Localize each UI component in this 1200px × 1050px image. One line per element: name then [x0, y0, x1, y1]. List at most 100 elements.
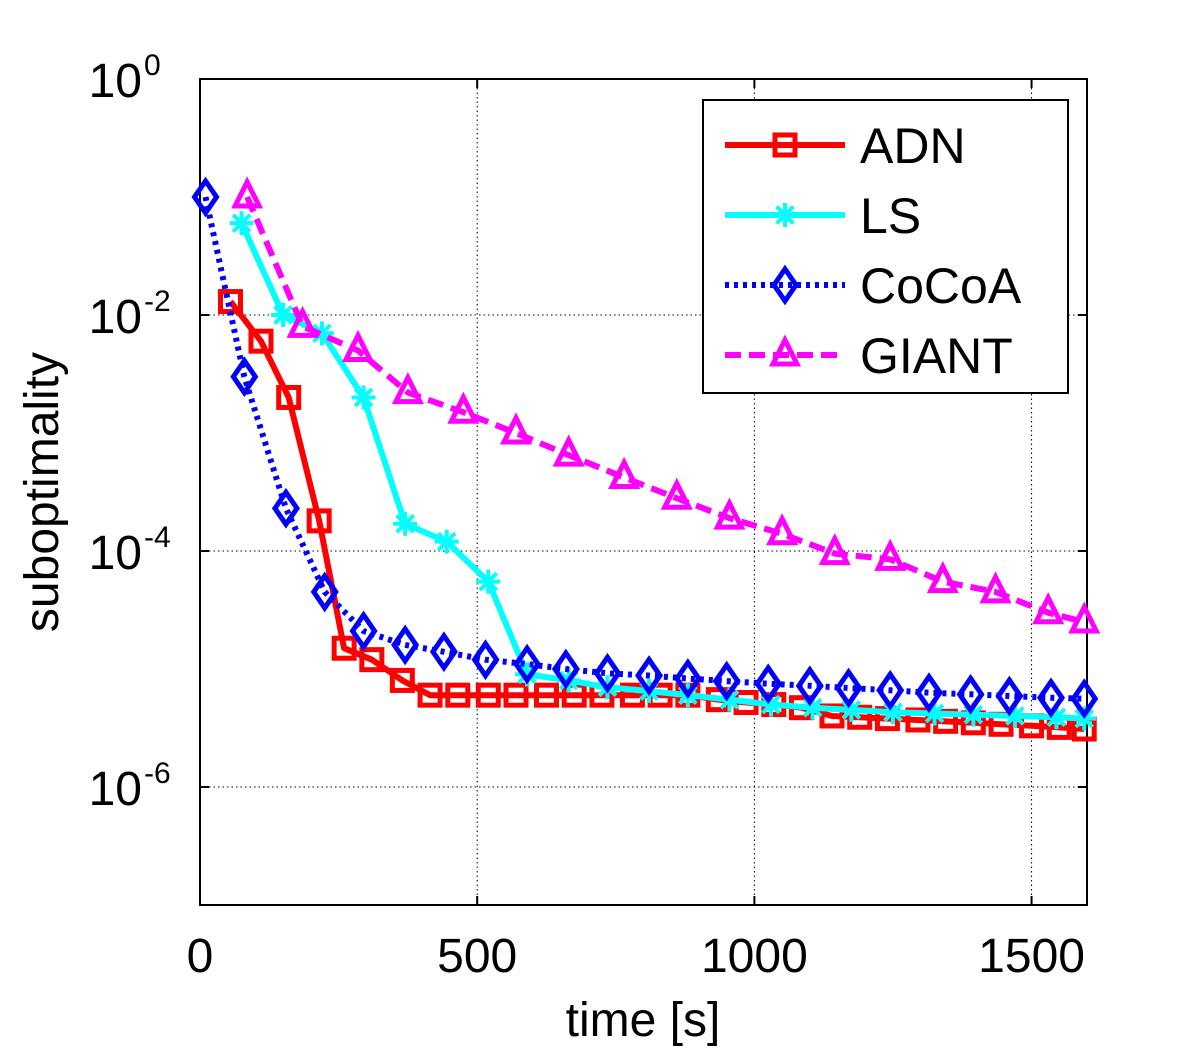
legend-label: CoCoA	[860, 258, 1022, 314]
legend-marker	[768, 334, 802, 367]
data-point-giant	[926, 561, 959, 594]
series-cocoa	[191, 176, 1099, 720]
plot-area	[199, 78, 1088, 906]
data-point-cocoa	[712, 660, 741, 702]
data-point-giant	[874, 538, 907, 571]
x-axis-label: time [s]	[566, 994, 721, 1047]
data-point-cocoa	[1070, 678, 1099, 720]
series-line-giant	[244, 195, 1085, 625]
x-tick-labels: 0 500 1000 1500	[187, 930, 1085, 983]
tick-marks	[199, 78, 1087, 905]
data-point-cocoa	[391, 624, 420, 666]
y-tick-label: 10 -6	[89, 757, 171, 816]
data-point-cocoa	[471, 639, 500, 681]
series-giant	[231, 176, 1101, 634]
data-point-adn	[445, 682, 471, 708]
data-point-adn	[276, 384, 302, 410]
data-point-cocoa	[635, 655, 664, 696]
data-point-cocoa	[1036, 677, 1065, 719]
data-point-giant	[818, 533, 851, 566]
data-point-giant	[979, 571, 1012, 604]
data-point-cocoa	[429, 631, 458, 673]
legend-item-adn: ADN	[725, 118, 966, 174]
data-point-giant	[1032, 592, 1065, 625]
y-tick-exponent: 0	[144, 49, 161, 82]
legend-marker	[772, 132, 798, 158]
series-layer	[191, 176, 1101, 742]
y-tick-label: 10 -4	[89, 521, 171, 580]
legend: ADN LS CoCoA GIANT	[702, 99, 1069, 394]
data-point-cocoa	[593, 652, 622, 694]
data-point-cocoa	[230, 356, 259, 398]
data-point-giant	[766, 513, 799, 546]
legend-marker	[773, 203, 797, 227]
y-tick-base: 10	[89, 763, 142, 816]
data-point-giant	[608, 456, 641, 489]
data-point-giant	[286, 305, 319, 338]
legend-box	[702, 99, 1069, 394]
x-tick-label: 1500	[978, 930, 1085, 983]
data-point-adn	[248, 328, 274, 354]
x-tick-label: 0	[187, 930, 214, 983]
x-tick-label: 500	[437, 930, 517, 983]
legend-label: ADN	[860, 118, 966, 174]
y-tick-label: 10 0	[89, 49, 161, 108]
data-point-giant	[447, 391, 480, 424]
data-point-cocoa	[876, 669, 905, 711]
y-tick-base: 10	[89, 291, 142, 344]
data-point-ls	[271, 303, 296, 327]
y-tick-exponent: -4	[144, 521, 171, 554]
data-point-giant	[552, 434, 585, 467]
data-point-adn	[533, 682, 559, 708]
data-point-ls	[351, 385, 376, 410]
data-point-cocoa	[673, 658, 702, 699]
legend-label: GIANT	[860, 328, 1013, 384]
data-point-ls	[476, 569, 501, 594]
y-tick-label: 10 -2	[89, 285, 171, 344]
data-point-adn	[359, 647, 385, 673]
data-point-cocoa	[914, 672, 944, 714]
y-tick-base: 10	[89, 527, 142, 580]
y-tick-base: 10	[89, 55, 142, 108]
data-point-cocoa	[310, 571, 339, 613]
data-point-cocoa	[513, 643, 542, 685]
data-point-adn	[475, 682, 501, 708]
data-point-giant	[391, 372, 424, 405]
data-point-giant	[660, 477, 693, 510]
data-point-cocoa	[956, 673, 985, 715]
data-point-adn	[389, 667, 415, 693]
series-line-ls	[238, 221, 1085, 722]
data-point-cocoa	[271, 487, 300, 529]
data-point-cocoa	[349, 610, 378, 652]
legend-label: LS	[860, 188, 921, 244]
data-point-cocoa	[754, 663, 783, 705]
data-point-adn	[503, 682, 529, 708]
data-point-cocoa	[834, 667, 863, 709]
data-point-ls	[434, 529, 459, 554]
data-point-giant	[1068, 601, 1101, 634]
data-point-adn	[417, 682, 443, 708]
x-tick-label: 1000	[701, 930, 808, 983]
data-point-cocoa	[191, 176, 220, 218]
data-point-cocoa	[995, 675, 1024, 717]
y-axis-label: suboptimality	[16, 352, 69, 632]
data-point-cocoa	[795, 665, 824, 707]
data-point-giant	[499, 412, 533, 445]
data-point-giant	[341, 329, 375, 363]
data-point-giant	[713, 497, 746, 530]
data-point-cocoa	[551, 648, 580, 690]
legend-item-ls: LS	[725, 188, 921, 244]
legend-marker	[770, 264, 800, 306]
legend-item-giant: GIANT	[725, 328, 1013, 384]
data-point-ls	[229, 211, 254, 236]
series-line-cocoa	[202, 196, 1085, 702]
data-point-ls	[393, 511, 418, 536]
data-point-adn	[331, 635, 357, 661]
y-tick-exponent: -2	[144, 285, 171, 318]
data-point-giant	[231, 176, 264, 209]
legend-item-cocoa: CoCoA	[725, 258, 1022, 314]
y-tick-exponent: -6	[144, 757, 171, 790]
data-point-adn	[306, 508, 332, 534]
